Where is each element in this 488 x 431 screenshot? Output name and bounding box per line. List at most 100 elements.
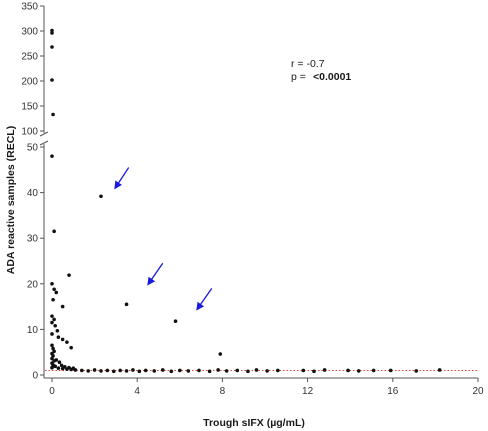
data-point <box>71 366 76 370</box>
x-tick-label: 16 <box>387 386 399 397</box>
correlation-r: r = -0.7 <box>291 58 325 70</box>
data-point <box>173 319 178 323</box>
data-point <box>356 369 361 373</box>
data-point <box>265 369 269 373</box>
data-point <box>60 304 65 309</box>
data-point <box>56 366 61 370</box>
data-point <box>99 369 103 373</box>
annotation-arrow <box>196 287 213 311</box>
data-point <box>50 314 54 318</box>
data-point <box>52 229 56 234</box>
data-point <box>235 368 240 373</box>
data-point <box>51 354 55 358</box>
x-tick-label: 20 <box>472 386 484 397</box>
data-point <box>111 369 116 374</box>
data-point <box>50 78 54 82</box>
data-point <box>50 154 54 158</box>
data-point <box>69 345 73 350</box>
data-point <box>99 194 103 199</box>
data-point <box>56 335 61 339</box>
y-upper-tick-label: 100 <box>21 127 38 138</box>
data-point <box>131 368 135 372</box>
data-point <box>51 112 55 117</box>
data-points <box>50 28 442 374</box>
data-point <box>186 369 191 373</box>
data-point <box>50 282 54 286</box>
data-point <box>51 297 55 302</box>
y-lower-tick-label: 50 <box>27 143 39 154</box>
data-point <box>437 368 442 372</box>
data-point <box>50 31 54 35</box>
data-point <box>312 369 316 374</box>
x-tick-label: 12 <box>302 386 314 397</box>
data-point <box>57 360 62 365</box>
data-point <box>65 340 69 344</box>
data-point <box>52 349 56 354</box>
data-point <box>322 368 327 372</box>
data-point <box>254 368 259 372</box>
data-point <box>275 368 280 373</box>
y-upper-tick-label: 150 <box>21 102 38 113</box>
correlation-p-value: <0.0001 <box>313 71 351 83</box>
data-point <box>86 369 91 373</box>
data-point <box>118 368 122 373</box>
data-point <box>50 356 54 361</box>
y-lower-tick-label: 30 <box>27 234 39 245</box>
data-point <box>53 364 57 369</box>
data-point <box>50 365 54 370</box>
y-upper-tick-label: 200 <box>21 77 38 88</box>
y-lower-tick-label: 10 <box>27 325 39 336</box>
data-point <box>160 368 165 372</box>
data-point <box>51 346 55 351</box>
data-point <box>53 323 57 328</box>
data-point <box>152 369 157 373</box>
annotation-arrow <box>114 167 130 190</box>
data-point <box>178 368 182 373</box>
axis-break-mark <box>39 131 49 146</box>
data-point <box>54 290 59 295</box>
data-point <box>55 328 60 333</box>
y-upper-tick-label: 300 <box>21 27 38 38</box>
data-point <box>197 368 201 373</box>
annotation-arrows <box>114 167 213 311</box>
data-point <box>246 369 250 374</box>
data-point <box>62 364 67 369</box>
y-upper-ticks: 100 150 200 250 300 350 <box>21 2 44 138</box>
x-tick-label: 0 <box>49 386 55 397</box>
data-point <box>216 368 220 372</box>
data-point <box>224 369 229 373</box>
data-point <box>80 368 84 373</box>
data-point <box>67 365 71 370</box>
x-tick-label: 4 <box>134 386 140 397</box>
data-point <box>218 352 223 356</box>
data-point <box>124 369 129 373</box>
annotation-arrow <box>147 262 164 286</box>
correlation-p-label: p = <box>291 71 306 83</box>
data-point <box>52 317 56 322</box>
data-point <box>124 302 129 307</box>
data-point <box>105 368 110 373</box>
data-point <box>137 369 142 374</box>
y-lower-ticks: 0 10 20 30 40 50 <box>27 143 44 382</box>
data-point <box>60 337 65 342</box>
data-point <box>301 368 306 373</box>
data-point <box>50 343 54 348</box>
y-upper-tick-label: 250 <box>21 52 38 63</box>
y-lower-tick-label: 0 <box>32 371 38 382</box>
data-point <box>92 368 97 372</box>
x-axis-title: Trough sIFX (µg/mL) <box>203 417 305 429</box>
data-point <box>388 368 393 373</box>
x-tick-label: 8 <box>220 386 226 397</box>
data-point <box>207 369 212 374</box>
y-axis-title: ADA reactive samples (RECL) <box>5 126 17 274</box>
data-point <box>67 273 71 277</box>
data-point <box>143 368 148 373</box>
data-point <box>59 363 64 368</box>
y-upper-tick-label: 350 <box>21 2 38 13</box>
data-point <box>54 358 59 362</box>
data-point <box>50 320 54 325</box>
data-point <box>50 332 54 336</box>
data-point <box>50 28 54 33</box>
x-ticks: 0 4 8 12 16 20 <box>49 378 484 397</box>
